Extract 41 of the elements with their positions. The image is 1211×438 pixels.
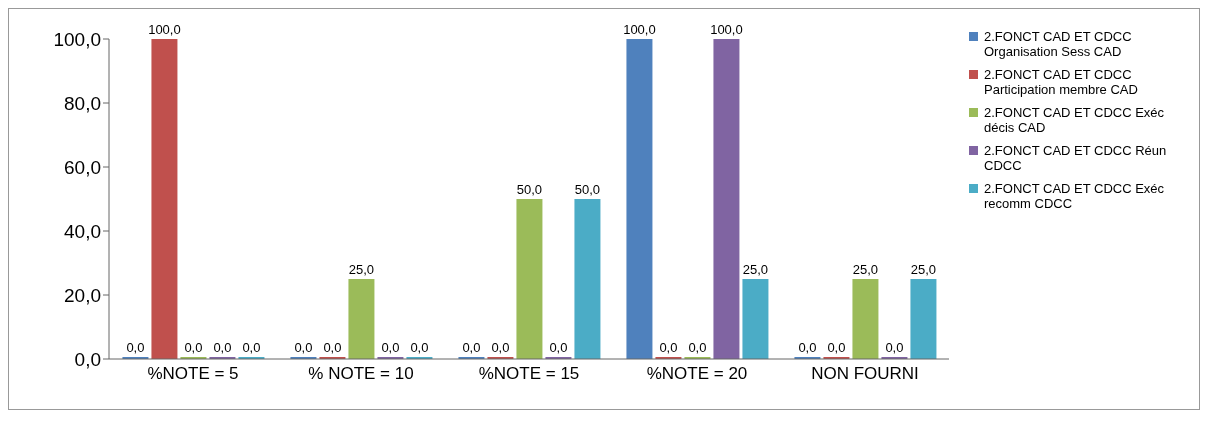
data-label: 0,0 xyxy=(213,340,232,355)
y-tick-label: 100,0 xyxy=(53,28,101,50)
data-label: 25,0 xyxy=(742,262,769,277)
y-tick-label: 20,0 xyxy=(64,284,101,306)
data-label: 50,0 xyxy=(516,182,543,197)
legend-label: 2.FONCT CAD ET CDCC Exéc décis CAD xyxy=(984,105,1166,135)
data-label: 0,0 xyxy=(491,340,510,355)
legend-label: 2.FONCT CAD ET CDCC Organisation Sess CAD xyxy=(984,29,1133,59)
x-tick-label: %NOTE = 15 xyxy=(478,364,580,384)
data-label: 0,0 xyxy=(242,340,261,355)
data-label: 100,0 xyxy=(623,22,656,37)
legend-label: 2.FONCT CAD ET CDCC Participation membre CAD xyxy=(984,67,1139,97)
data-label: 0,0 xyxy=(827,340,846,355)
data-label: 50,0 xyxy=(574,182,601,197)
y-tick-label: 40,0 xyxy=(64,220,101,242)
data-label: 0,0 xyxy=(323,340,342,355)
data-label: 0,0 xyxy=(294,340,313,355)
data-label: 0,0 xyxy=(659,340,678,355)
data-label: 25,0 xyxy=(348,262,375,277)
data-label: 0,0 xyxy=(381,340,400,355)
data-label: 100,0 xyxy=(148,22,181,37)
legend-label: 2.FONCT CAD ET CDCC Exéc recomm CDCC xyxy=(984,181,1166,211)
data-label: 0,0 xyxy=(410,340,429,355)
x-tick-label: NON FOURNI xyxy=(811,364,919,384)
x-tick-label: %NOTE = 5 xyxy=(147,364,239,384)
data-label: 0,0 xyxy=(688,340,707,355)
data-label: 25,0 xyxy=(910,262,937,277)
data-label: 0,0 xyxy=(462,340,481,355)
data-label: 25,0 xyxy=(852,262,879,277)
y-tick-label: 0,0 xyxy=(74,348,101,370)
x-tick-label: % NOTE = 10 xyxy=(308,364,414,384)
x-tick-label: %NOTE = 20 xyxy=(646,364,748,384)
data-label: 100,0 xyxy=(710,22,743,37)
data-label: 0,0 xyxy=(549,340,568,355)
y-tick-label: 60,0 xyxy=(64,156,101,178)
data-label: 0,0 xyxy=(184,340,203,355)
data-label: 0,0 xyxy=(126,340,145,355)
data-label: 0,0 xyxy=(798,340,817,355)
legend-label: 2.FONCT CAD ET CDCC Réun CDCC xyxy=(984,143,1168,173)
data-label: 0,0 xyxy=(885,340,904,355)
y-tick-label: 80,0 xyxy=(64,92,101,114)
